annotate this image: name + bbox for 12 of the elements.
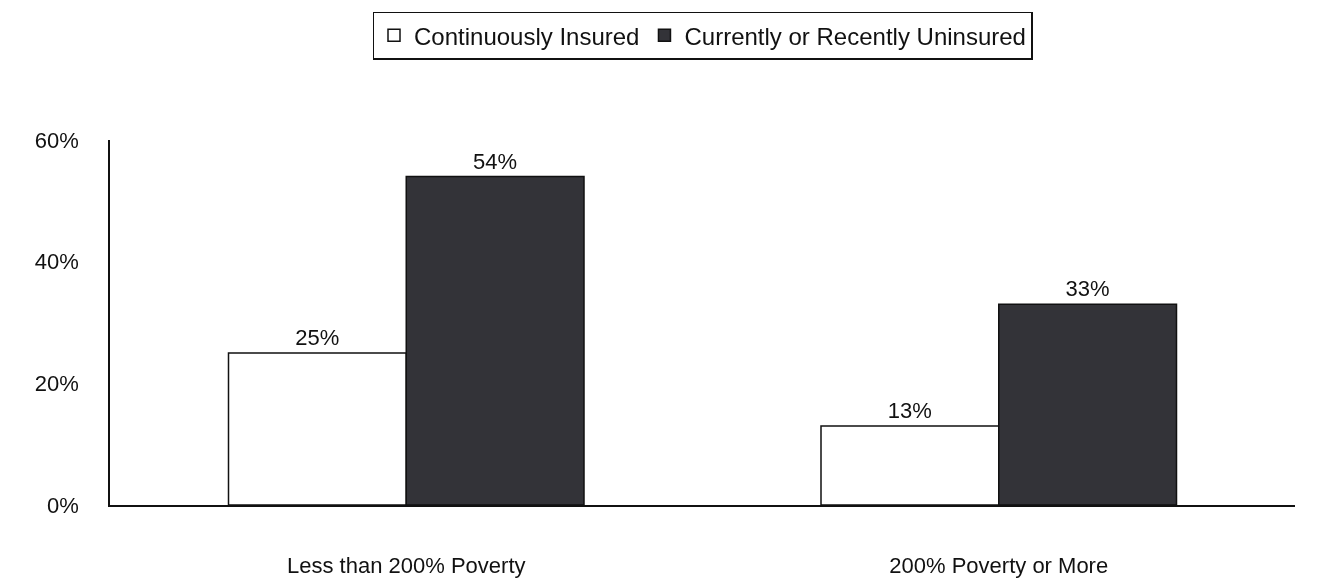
data-label: 13% [887,397,932,423]
data-label: 33% [1065,276,1110,302]
x-tick-label: Less than 200% Poverty [287,553,526,579]
data-label: 25% [295,324,340,350]
y-tick-label: 0% [47,492,79,518]
legend-label: Continuously Insured [414,22,640,50]
y-tick-label: 60% [34,127,79,153]
y-tick-label: 20% [34,371,79,397]
y-tick-label: 40% [34,249,79,275]
x-tick-label: 200% Poverty or More [889,553,1109,579]
data-label: 54% [473,148,518,174]
legend-label: Currently or Recently Uninsured [684,22,1026,50]
